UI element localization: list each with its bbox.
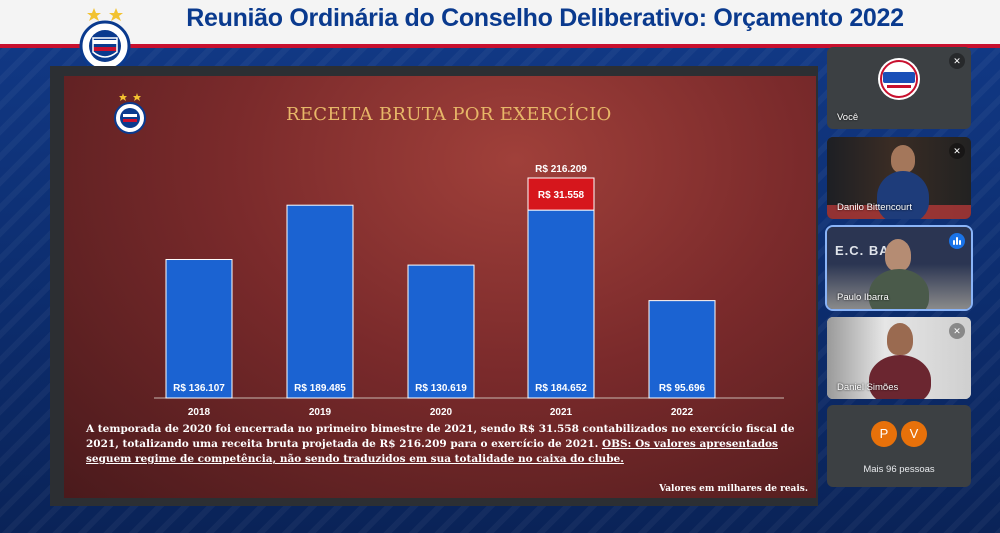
bar-2019 bbox=[286, 204, 354, 399]
participant-name: Danilo Bittencourt bbox=[837, 202, 912, 213]
participant-body bbox=[869, 269, 929, 309]
x-tick-label: 2019 bbox=[309, 407, 332, 418]
bar-value-label: R$ 95.696 bbox=[659, 383, 706, 394]
bar-stack-2021 bbox=[527, 177, 595, 211]
tv-channel-logo-icon bbox=[878, 58, 920, 100]
avatar: V bbox=[901, 421, 927, 447]
banner: Reunião Ordinária do Conselho Deliberati… bbox=[0, 0, 1000, 48]
participant-body bbox=[877, 171, 929, 219]
speaking-indicator-icon bbox=[949, 233, 965, 249]
bar-value-label: R$ 136.107 bbox=[173, 383, 225, 394]
participant-name: Paulo Ibarra bbox=[837, 292, 889, 303]
bar-2018 bbox=[165, 259, 233, 399]
more-participants-label: Mais 96 pessoas bbox=[863, 464, 935, 475]
bar-value-label: R$ 130.619 bbox=[415, 383, 467, 394]
participant-tile[interactable]: ✕ Daniel Simões bbox=[827, 317, 971, 399]
slide-footnote: Valores em milhares de reais. bbox=[659, 484, 808, 494]
bar-value-label: R$ 189.485 bbox=[294, 383, 346, 394]
bar-value-label: R$ 184.652 bbox=[535, 383, 587, 394]
slide-title: RECEITA BRUTA POR EXERCÍCIO bbox=[286, 104, 612, 125]
participant-face bbox=[885, 239, 911, 271]
participant-tile-speaking[interactable]: E.C. BA Paulo Ibarra bbox=[825, 225, 973, 311]
avatar: P bbox=[871, 421, 897, 447]
wall-sign: E.C. BA bbox=[835, 243, 890, 258]
bar-2020 bbox=[407, 264, 475, 399]
club-crest-icon bbox=[114, 93, 146, 134]
participant-face bbox=[891, 145, 915, 173]
participant-name: Daniel Simões bbox=[837, 382, 899, 393]
slide-body-text: A temporada de 2020 foi encerrada no pri… bbox=[86, 422, 796, 467]
x-tick-label: 2020 bbox=[430, 407, 453, 418]
participant-tile[interactable]: ✕ Danilo Bittencourt bbox=[827, 137, 971, 219]
x-tick-label: 2018 bbox=[188, 407, 211, 418]
total-value-label: R$ 216.209 bbox=[535, 164, 587, 175]
participant-tile-self[interactable]: ✕ Você bbox=[827, 47, 971, 129]
x-tick-label: 2021 bbox=[550, 407, 573, 418]
participant-face bbox=[887, 323, 913, 355]
x-tick-label: 2022 bbox=[671, 407, 694, 418]
presentation-slide: RECEITA BRUTA POR EXERCÍCIO R$ 136.107 20… bbox=[64, 76, 816, 498]
participant-body bbox=[869, 355, 931, 399]
bar-2021 bbox=[527, 209, 595, 399]
slide-body-obs: OBS: Os valores apresentados seguem regi… bbox=[86, 438, 778, 465]
mic-muted-icon: ✕ bbox=[949, 143, 965, 159]
participant-name: Você bbox=[837, 112, 859, 123]
revenue-bar-chart: R$ 136.107 2018 R$ 189.485 2019 R$ 130.619 20… bbox=[154, 164, 784, 418]
bar-2022 bbox=[648, 300, 716, 399]
banner-title: Reunião Ordinária do Conselho Deliberati… bbox=[186, 4, 904, 32]
stack-value-label: R$ 31.558 bbox=[538, 190, 585, 201]
mic-muted-icon: ✕ bbox=[949, 53, 965, 69]
mic-muted-icon: ✕ bbox=[949, 323, 965, 339]
club-crest-icon bbox=[79, 8, 131, 72]
slide-body-main: A temporada de 2020 foi encerrada no pri… bbox=[86, 423, 795, 450]
